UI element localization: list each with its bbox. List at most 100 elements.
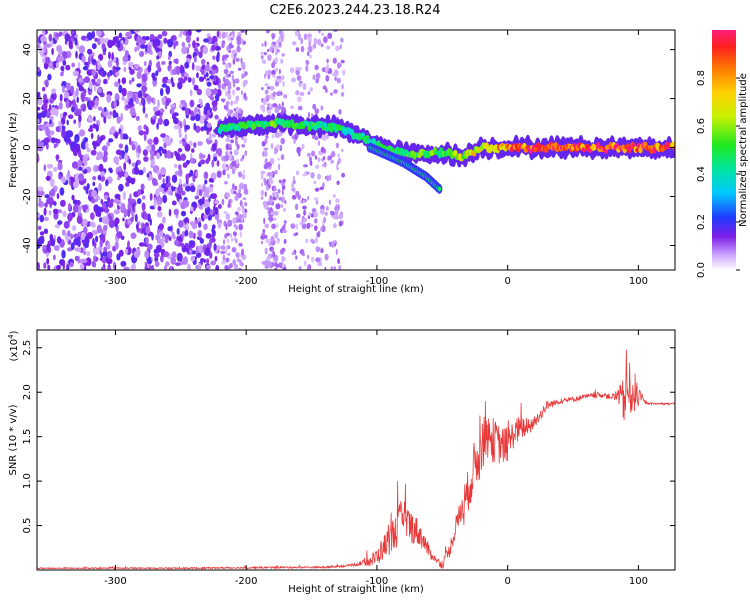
noise-speckle — [198, 98, 202, 104]
noise-speckle — [103, 224, 108, 232]
noise-speckle — [140, 39, 147, 45]
faint-noise-speckle — [232, 30, 235, 35]
noise-speckle — [98, 182, 102, 192]
x-tick-label: -200 — [235, 576, 258, 587]
faint-noise-speckle — [221, 83, 225, 90]
noise-speckle — [87, 55, 91, 65]
noise-speckle — [48, 33, 53, 42]
noise-speckle — [208, 132, 212, 140]
faint-noise-speckle — [289, 67, 295, 74]
noise-speckle — [206, 81, 212, 87]
colorbar: 0.0 0.2 0.4 0.6 0.8 Normalized spectral ampl… — [696, 30, 749, 278]
faint-noise-speckle — [263, 150, 268, 157]
noise-speckle — [165, 261, 170, 267]
noise-speckle — [118, 143, 124, 149]
faint-noise-speckle — [273, 210, 279, 216]
faint-noise-speckle — [229, 70, 234, 75]
noise-speckle — [162, 178, 165, 185]
noise-speckle — [190, 110, 194, 119]
faint-noise-speckle — [280, 91, 283, 96]
faint-noise-speckle — [272, 103, 278, 108]
noise-speckle — [164, 104, 168, 110]
noise-speckle — [78, 77, 83, 83]
noise-speckle — [100, 37, 106, 44]
noise-speckle — [72, 225, 77, 231]
noise-speckle — [60, 199, 66, 207]
noise-speckle — [162, 76, 168, 84]
noise-speckle — [58, 101, 63, 110]
faint-noise-speckle — [267, 202, 273, 206]
noise-speckle — [72, 98, 76, 108]
x-tick-label: -100 — [366, 576, 389, 587]
noise-speckle — [179, 178, 182, 186]
faint-noise-speckle — [243, 183, 248, 191]
noise-speckle — [111, 52, 114, 61]
noise-speckle — [155, 234, 161, 241]
noise-speckle — [179, 121, 183, 129]
noise-speckle — [190, 255, 196, 262]
faint-noise-speckle — [291, 182, 295, 189]
faint-noise-speckle — [314, 164, 320, 170]
faint-noise-speckle — [317, 173, 321, 180]
noise-speckle — [124, 248, 129, 254]
faint-noise-speckle — [315, 73, 319, 78]
noise-speckle — [50, 238, 56, 247]
noise-speckle — [130, 177, 136, 185]
faint-noise-speckle — [281, 256, 286, 262]
faint-noise-speckle — [235, 57, 240, 62]
noise-speckle — [133, 191, 139, 198]
noise-speckle — [84, 76, 90, 83]
noise-speckle — [105, 179, 109, 187]
y-tick-label: 40 — [22, 43, 33, 56]
x-tick-label: 0 — [504, 576, 510, 587]
faint-noise-speckle — [280, 204, 284, 208]
noise-speckle — [189, 221, 195, 226]
faint-noise-speckle — [314, 225, 318, 232]
noise-speckle — [193, 122, 197, 131]
noise-speckle — [134, 166, 138, 173]
noise-speckle — [101, 145, 108, 152]
faint-noise-speckle — [233, 190, 237, 195]
noise-speckle — [217, 221, 222, 229]
noise-speckle — [58, 56, 65, 62]
noise-speckle — [68, 138, 72, 146]
noise-speckle — [140, 183, 145, 191]
noise-speckle — [70, 176, 74, 186]
noise-speckle — [38, 47, 45, 55]
faint-noise-speckle — [297, 105, 303, 111]
colorbar-gradient — [712, 30, 736, 270]
noise-speckle — [173, 163, 178, 168]
noise-speckle — [192, 77, 195, 86]
snr-ticks: -300 -200 -100 0 100 0.5 1.0 1.5 2.0 2.5 — [22, 330, 675, 587]
noise-speckle — [107, 250, 113, 259]
faint-noise-speckle — [313, 37, 318, 45]
faint-noise-speckle — [225, 257, 230, 263]
faint-noise-speckle — [234, 164, 239, 169]
noise-speckle — [205, 87, 212, 97]
faint-noise-speckle — [297, 67, 302, 71]
faint-noise-speckle — [236, 158, 240, 164]
noise-speckle — [54, 224, 60, 229]
noise-speckle — [96, 209, 102, 218]
noise-speckle — [81, 55, 86, 64]
faint-noise-speckle — [278, 41, 282, 48]
faint-noise-speckle — [264, 247, 268, 255]
noise-speckle — [123, 266, 130, 270]
faint-noise-speckle — [241, 37, 244, 45]
faint-noise-speckle — [309, 87, 314, 92]
noise-speckle — [175, 188, 178, 194]
noise-speckle — [83, 137, 89, 143]
noise-speckle — [96, 78, 102, 85]
noise-speckle — [37, 153, 40, 163]
noise-speckle — [212, 104, 218, 112]
noise-speckle — [201, 64, 205, 70]
snr-multiplier-label: (x104) — [7, 330, 20, 361]
faint-noise-speckle — [233, 223, 237, 228]
faint-noise-speckle — [225, 164, 229, 168]
faint-noise-speckle — [296, 190, 300, 198]
noise-speckle — [120, 260, 127, 267]
noise-speckle — [176, 185, 183, 194]
noise-speckle — [180, 100, 187, 105]
faint-noise-speckle — [237, 112, 241, 120]
faint-noise-speckle — [267, 74, 270, 80]
